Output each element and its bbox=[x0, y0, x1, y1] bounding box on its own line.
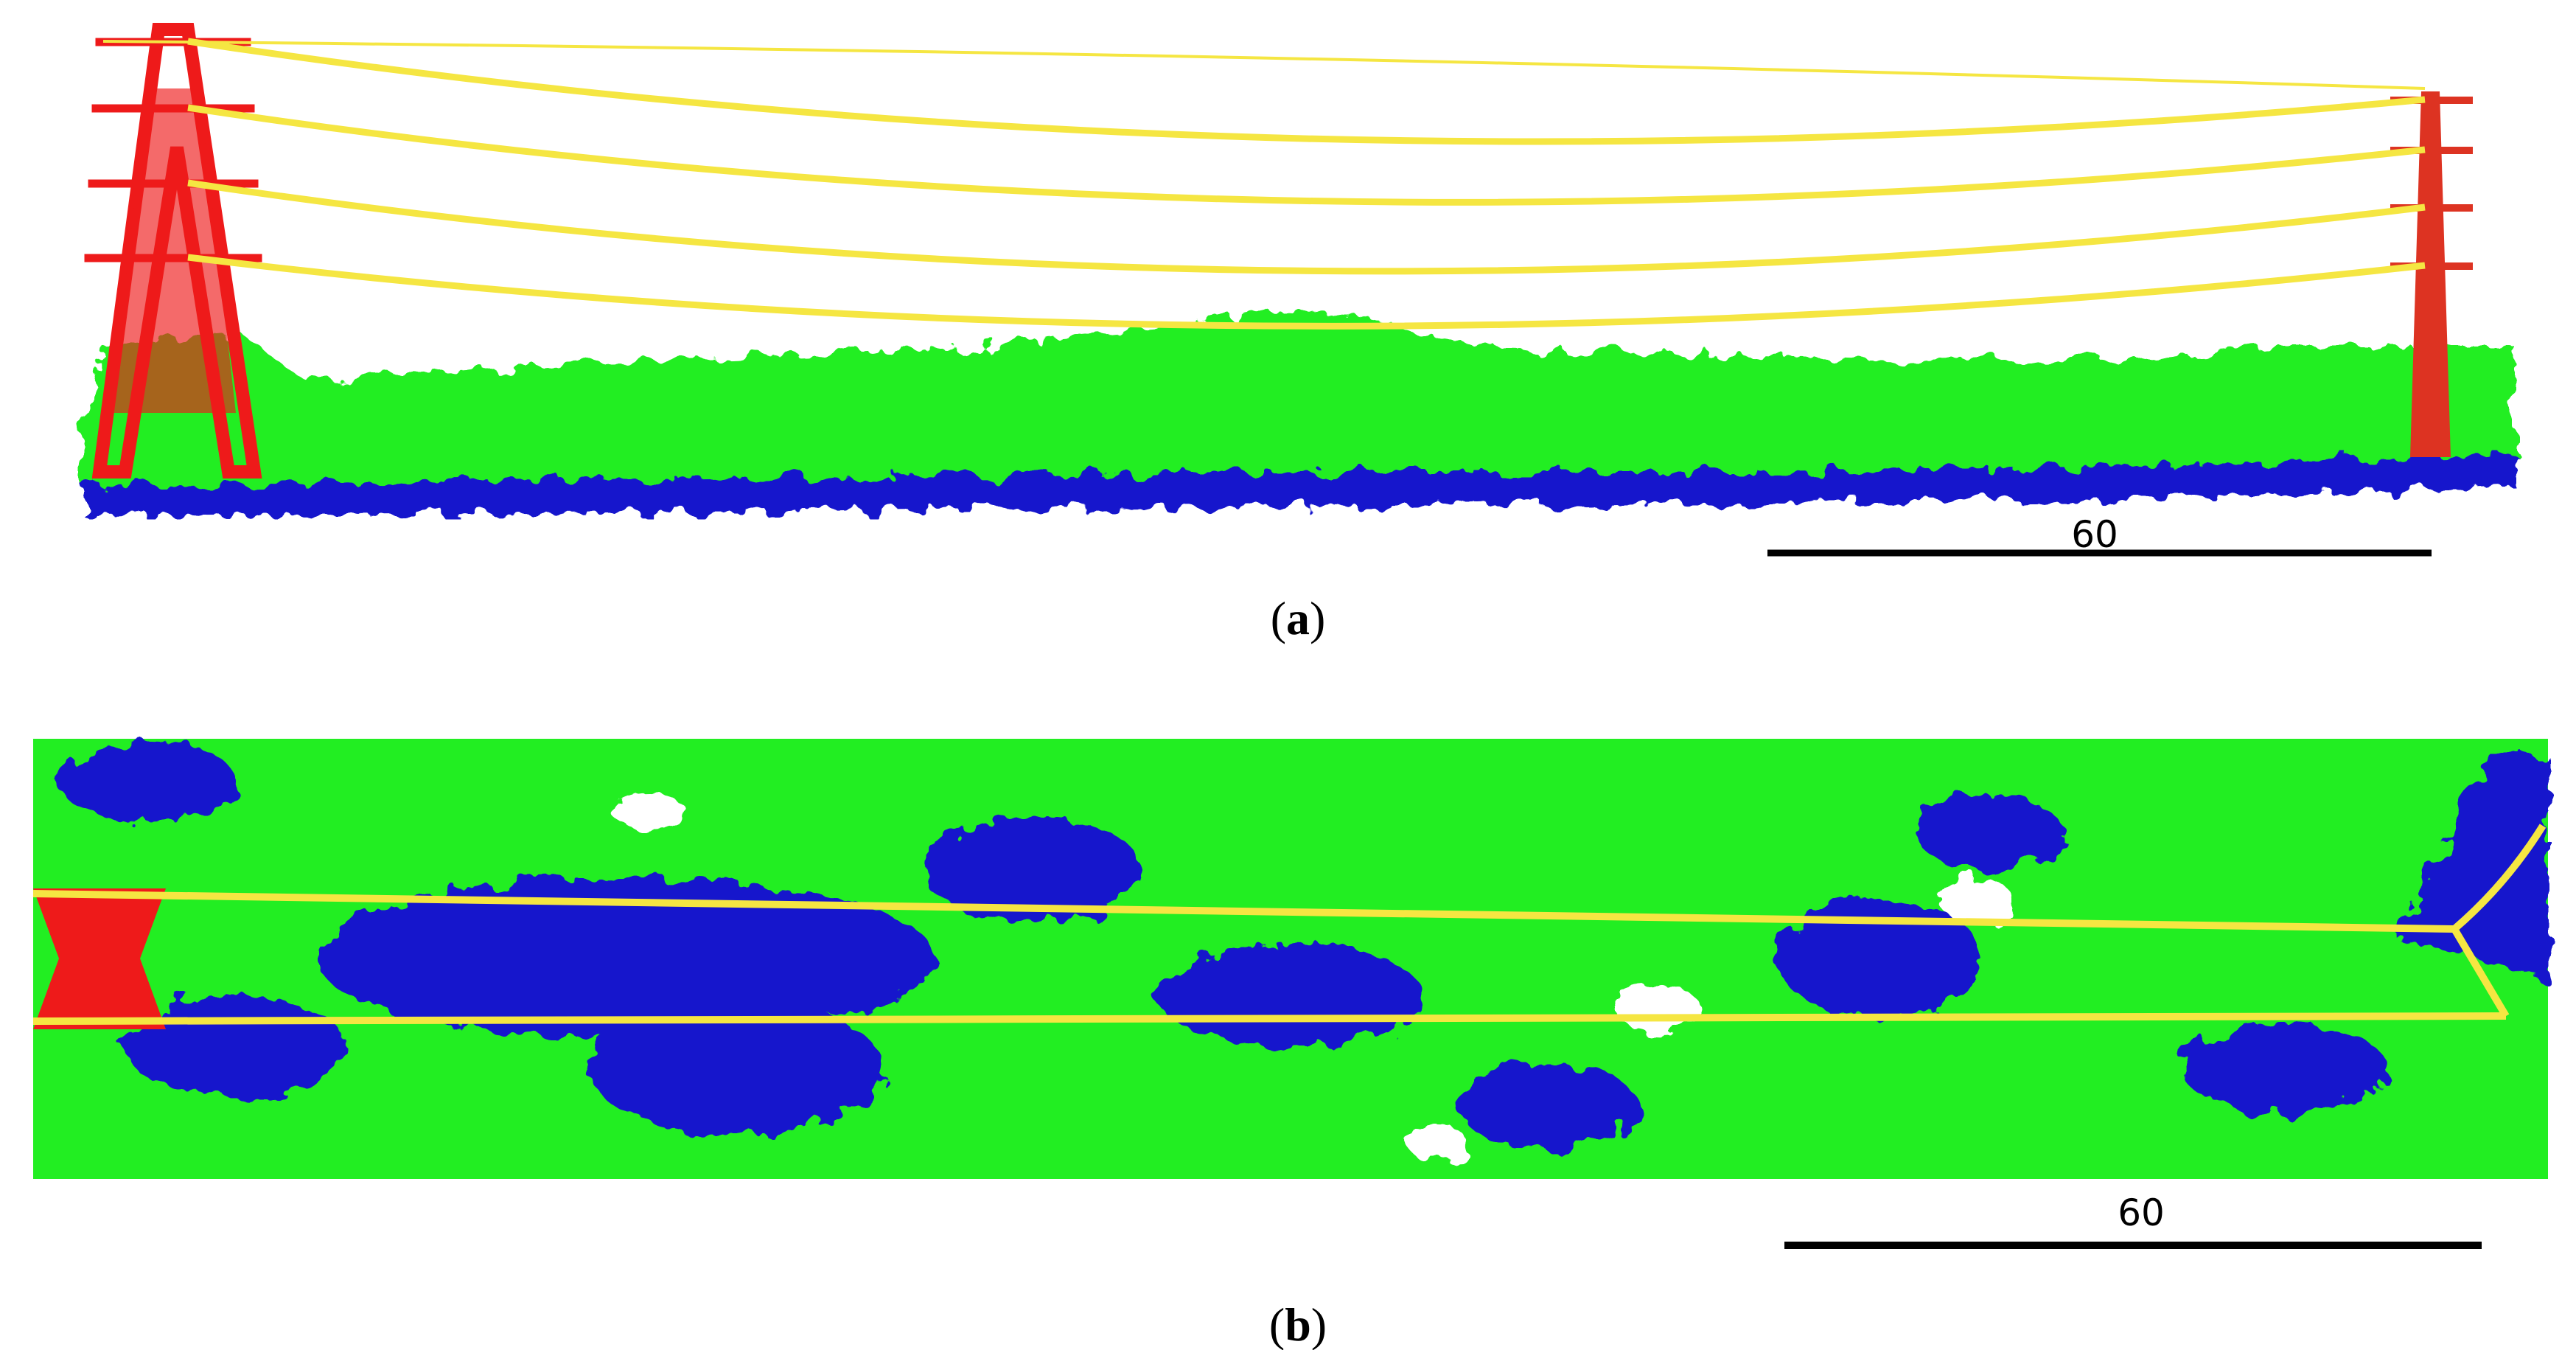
panel-b: 60 (b) bbox=[32, 739, 2548, 1350]
caption-close: ) bbox=[1310, 592, 1325, 644]
tower-top-view bbox=[33, 888, 166, 1029]
panel-a: 60 (a) bbox=[83, 23, 2515, 644]
caption: (a) bbox=[1271, 592, 1326, 644]
caption-close: ) bbox=[1311, 1298, 1327, 1350]
power-lines bbox=[102, 38, 2426, 330]
white-gaps bbox=[612, 793, 2012, 1161]
power-lines bbox=[32, 824, 2547, 1025]
caption: (b) bbox=[1269, 1298, 1327, 1350]
scale-label: 60 bbox=[2118, 1191, 2165, 1234]
vegetation bbox=[83, 310, 2515, 487]
caption-letter: a bbox=[1286, 592, 1310, 644]
ground-patches bbox=[59, 741, 2548, 1150]
caption-letter: b bbox=[1285, 1298, 1311, 1350]
caption-open: ( bbox=[1271, 592, 1286, 644]
ground bbox=[83, 453, 2515, 516]
right-tower bbox=[2390, 91, 2473, 457]
scale-label: 60 bbox=[2071, 513, 2118, 556]
caption-open: ( bbox=[1269, 1298, 1285, 1350]
left-tower bbox=[84, 23, 262, 479]
